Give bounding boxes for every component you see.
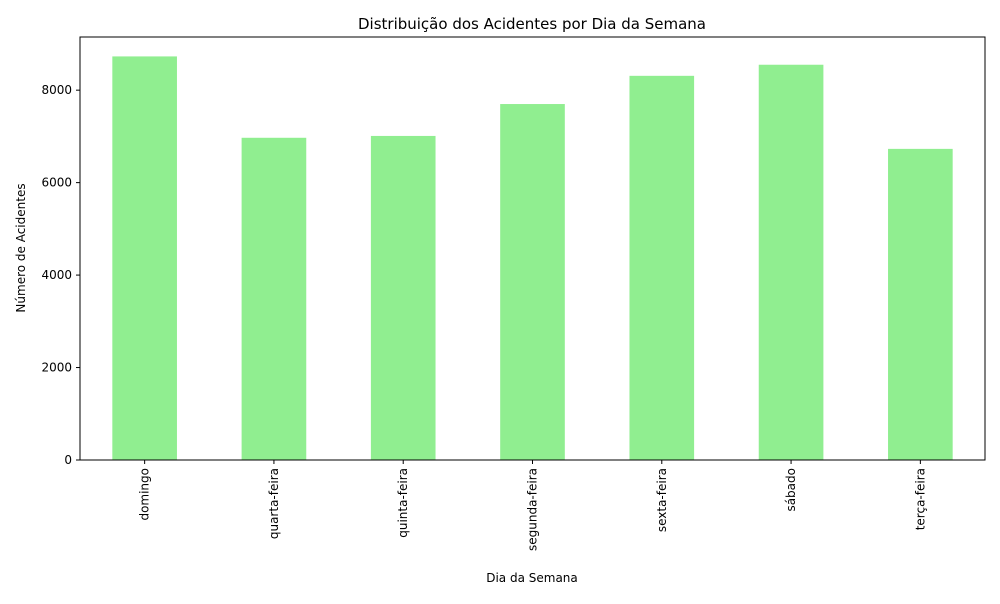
bar-quinta-feira — [370, 135, 436, 460]
y-axis-label: Número de Acidentes — [14, 183, 28, 312]
plot-frame — [79, 36, 986, 461]
chart-title: Distribuição dos Acidentes por Dia da Se… — [358, 15, 706, 33]
y-tick-label: 6000 — [41, 176, 72, 190]
bar-sábado — [758, 64, 824, 460]
x-tick-label: segunda-feira — [526, 468, 540, 551]
bar-domingo — [112, 56, 177, 461]
x-axis-ticks: domingo quarta-feira quinta-feira segunda-f… — [138, 460, 927, 551]
bar-terça-feira — [888, 148, 953, 460]
y-tick-label: 0 — [64, 453, 72, 467]
x-tick-label: quarta-feira — [267, 468, 281, 539]
x-tick-label: sábado — [784, 468, 798, 512]
x-tick-label: sexta-feira — [655, 468, 669, 532]
x-tick-label: terça-feira — [913, 468, 927, 530]
bar-quarta-feira — [241, 137, 307, 460]
y-tick-label: 8000 — [41, 83, 72, 97]
bar-segunda-feira — [500, 104, 565, 461]
y-tick-label: 4000 — [41, 268, 72, 282]
x-tick-label: domingo — [138, 468, 152, 521]
y-axis-ticks: 0 2000 4000 6000 8000 — [41, 83, 80, 467]
y-tick-label: 2000 — [41, 361, 72, 375]
x-axis-label: Dia da Semana — [486, 571, 578, 585]
x-tick-label: quinta-feira — [396, 468, 410, 538]
bars-layer — [112, 56, 953, 461]
bar-sexta-feira — [629, 75, 695, 460]
